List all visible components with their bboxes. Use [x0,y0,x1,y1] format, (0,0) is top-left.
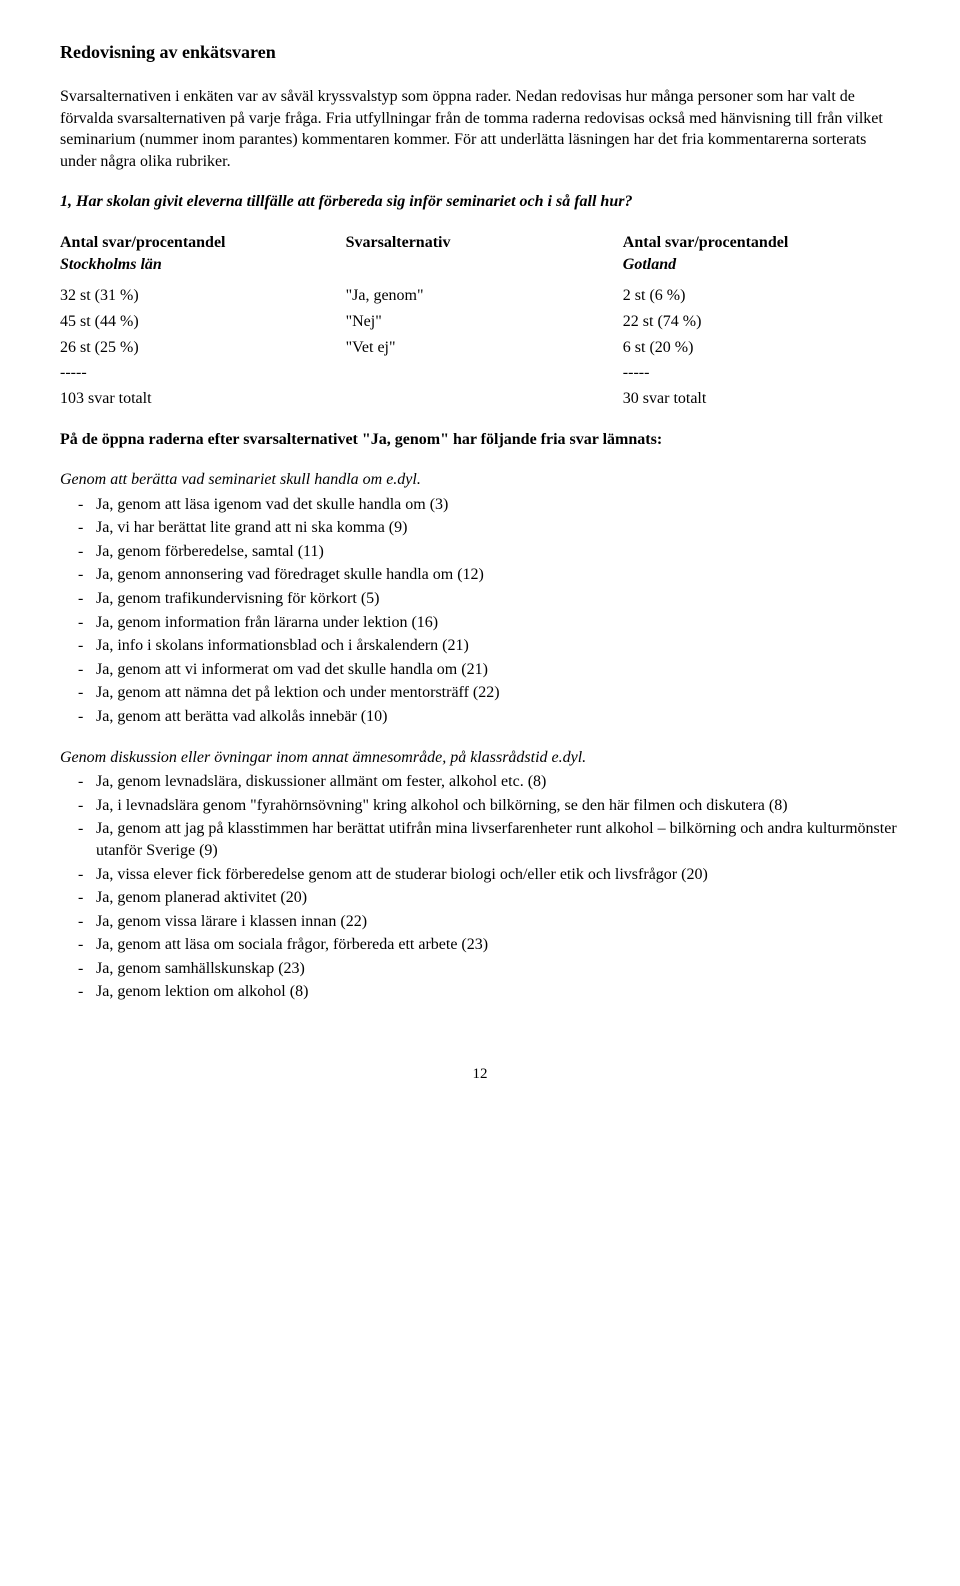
cell-col1: ----- [60,360,346,386]
list-item: Ja, genom lektion om alkohol (8) [96,980,900,1004]
col3-header-top: Antal svar/procentandel [623,234,788,251]
col1-header: Antal svar/procentandel Stockholms län [60,230,346,283]
list-item: Ja, i levnadslära genom "fyrahörnsövning… [96,794,900,818]
cell-col2: "Nej" [346,309,623,335]
cell-col3: ----- [623,360,900,386]
question-1: 1, Har skolan givit eleverna tillfälle a… [60,191,900,213]
list-item: Ja, genom att berätta vad alkolås innebä… [96,705,900,729]
list-item: Ja, genom annonsering vad föredraget sku… [96,563,900,587]
list-item: Ja, genom information från lärarna under… [96,611,900,635]
col2-header: Svarsalternativ [346,230,623,283]
list-item: Ja, genom förberedelse, samtal (11) [96,540,900,564]
list-item: Ja, genom levnadslära, diskussioner allm… [96,770,900,794]
cell-col3: 30 svar totalt [623,386,900,412]
cell-col2 [346,386,623,412]
cell-col2: "Ja, genom" [346,283,623,309]
cell-col1: 26 st (25 %) [60,335,346,361]
list-item: Ja, genom planerad aktivitet (20) [96,886,900,910]
col2-header-top: Svarsalternativ [346,234,451,251]
list-item: Ja, genom att vi informerat om vad det s… [96,658,900,682]
col3-header-sub: Gotland [623,254,894,276]
list-item: Ja, genom att nämna det på lektion och u… [96,681,900,705]
cell-col3: 22 st (74 %) [623,309,900,335]
page-title: Redovisning av enkätsvaren [60,40,900,64]
page-number: 12 [60,1064,900,1084]
cell-col1: 103 svar totalt [60,386,346,412]
group1-list: Ja, genom att läsa igenom vad det skulle… [60,493,900,729]
list-item: Ja, vi har berättat lite grand att ni sk… [96,516,900,540]
cell-col1: 45 st (44 %) [60,309,346,335]
response-table: Antal svar/procentandel Stockholms län S… [60,230,900,411]
cell-col3: 6 st (20 %) [623,335,900,361]
cell-col2: "Vet ej" [346,335,623,361]
table-row: 103 svar totalt 30 svar totalt [60,386,900,412]
list-item: Ja, info i skolans informationsblad och … [96,634,900,658]
col1-header-sub: Stockholms län [60,254,340,276]
group2-list: Ja, genom levnadslära, diskussioner allm… [60,770,900,1004]
list-item: Ja, genom samhällskunskap (23) [96,957,900,981]
table-row: 45 st (44 %) "Nej" 22 st (74 %) [60,309,900,335]
list-item: Ja, genom trafikundervisning för körkort… [96,587,900,611]
table-row: 26 st (25 %) "Vet ej" 6 st (20 %) [60,335,900,361]
col3-header: Antal svar/procentandel Gotland [623,230,900,283]
cell-col1: 32 st (31 %) [60,283,346,309]
open-responses-intro: På de öppna raderna efter svarsalternati… [60,429,900,451]
list-item: Ja, vissa elever fick förberedelse genom… [96,863,900,887]
group2-heading: Genom diskussion eller övningar inom ann… [60,747,900,769]
col1-header-top: Antal svar/procentandel [60,234,225,251]
cell-col2 [346,360,623,386]
table-row: ----- ----- [60,360,900,386]
intro-paragraph: Svarsalternativen i enkäten var av såväl… [60,86,900,172]
group1-heading: Genom att berätta vad seminariet skull h… [60,469,900,491]
list-item: Ja, genom vissa lärare i klassen innan (… [96,910,900,934]
list-item: Ja, genom att läsa igenom vad det skulle… [96,493,900,517]
table-row: 32 st (31 %) "Ja, genom" 2 st (6 %) [60,283,900,309]
list-item: Ja, genom att jag på klasstimmen har ber… [96,817,900,862]
cell-col3: 2 st (6 %) [623,283,900,309]
list-item: Ja, genom att läsa om sociala frågor, fö… [96,933,900,957]
